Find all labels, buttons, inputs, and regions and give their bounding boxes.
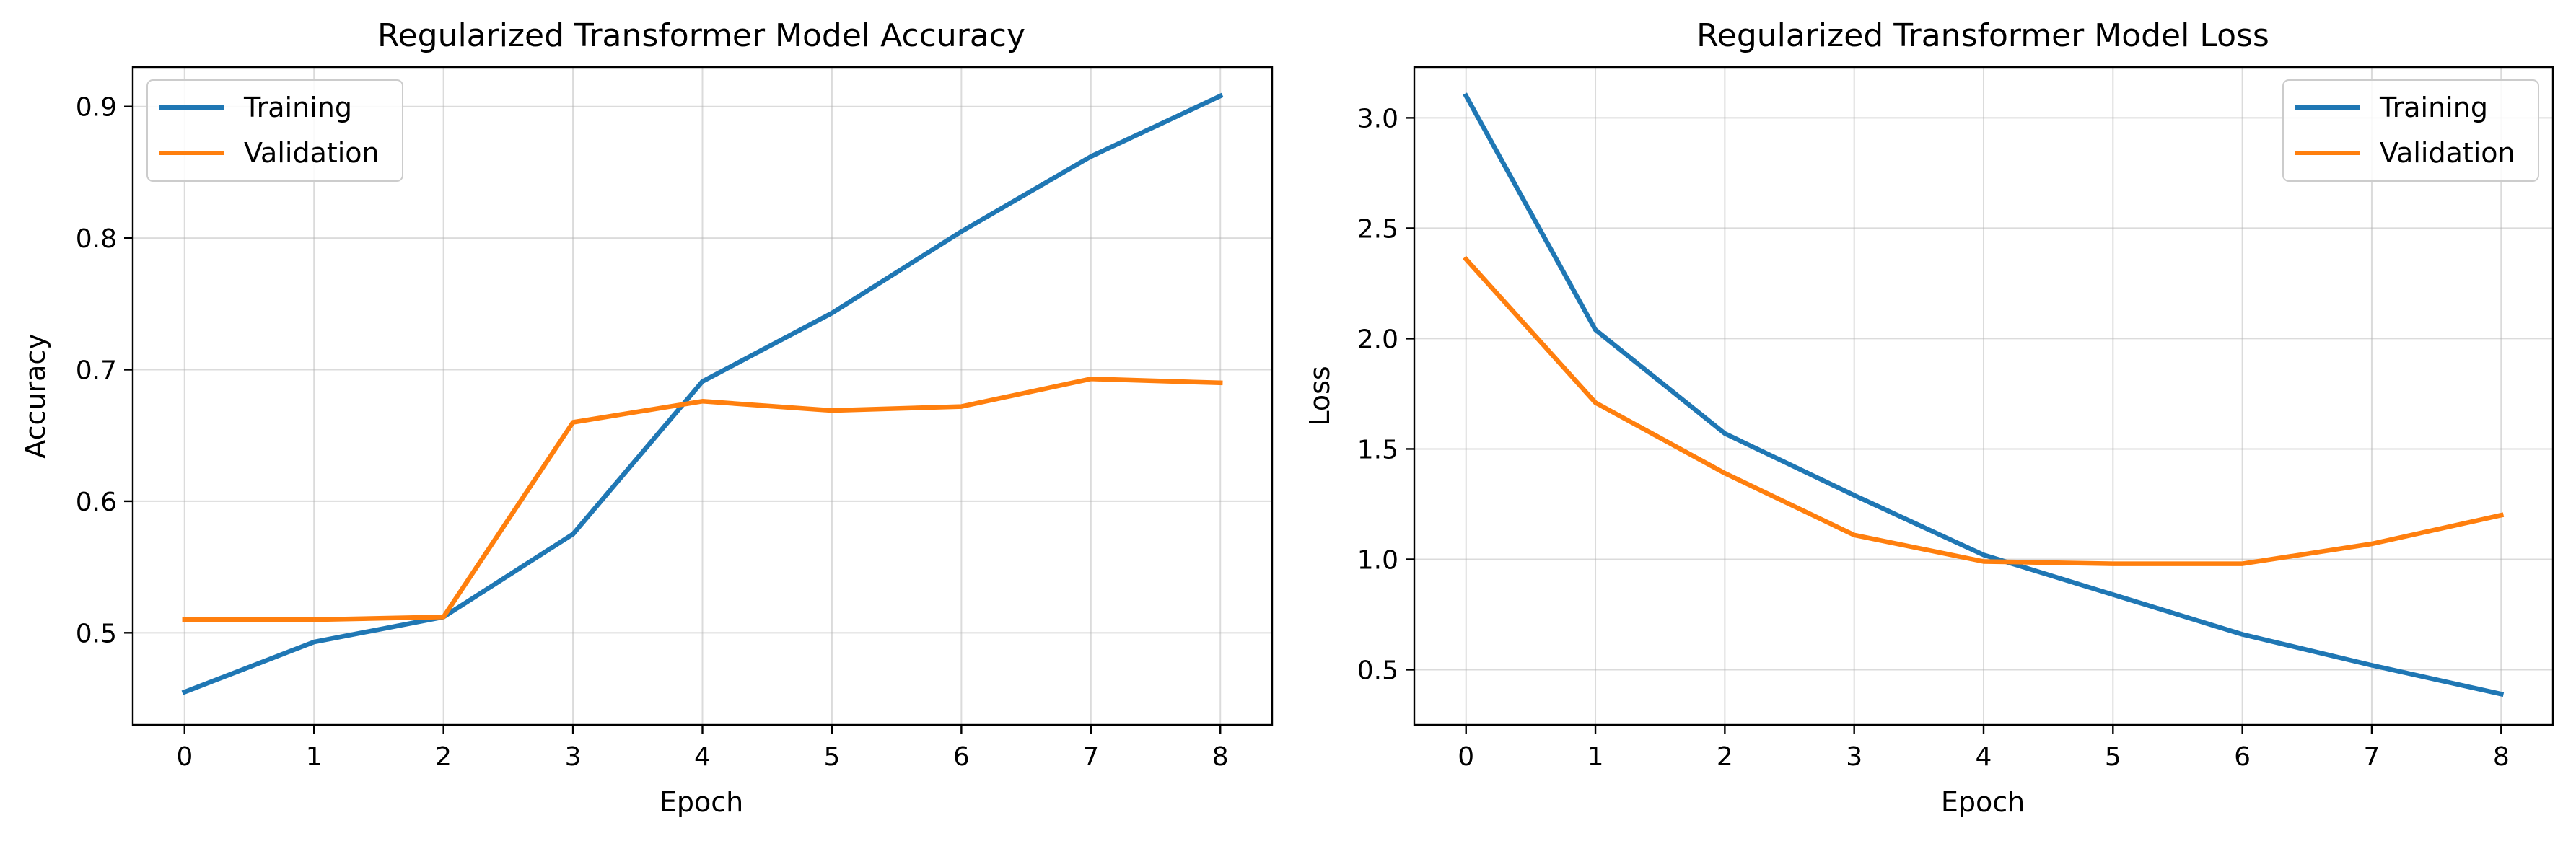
- loss-legend-training-label: Training: [2379, 92, 2488, 123]
- accuracy-panel: Regularized Transformer Model Accuracy 0…: [19, 17, 1274, 818]
- accuracy-x-tick-label: 6: [953, 742, 970, 772]
- loss-x-tick-label: 8: [2493, 742, 2510, 772]
- accuracy-x-tick-label: 3: [565, 742, 582, 772]
- accuracy-x-tick-label: 4: [694, 742, 711, 772]
- loss-x-tick-label: 3: [1846, 742, 1862, 772]
- loss-y-tick-label: 0.5: [1357, 656, 1398, 685]
- loss-x-tick-label: 0: [1458, 742, 1474, 772]
- accuracy-legend-validation-label: Validation: [244, 137, 380, 169]
- accuracy-x-tick-label: 8: [1212, 742, 1229, 772]
- loss-x-tick-label: 5: [2105, 742, 2121, 772]
- loss-chart-title: Regularized Transformer Model Loss: [1696, 17, 2269, 54]
- loss-y-ticks: 0.5 1.0 1.5 2.0 2.5 3.0: [1357, 104, 1414, 685]
- accuracy-y-tick-label: 0.7: [76, 356, 117, 386]
- loss-x-tick-label: 4: [1976, 742, 1992, 772]
- loss-y-tick-label: 2.5: [1357, 214, 1398, 244]
- accuracy-x-tick-label: 2: [435, 742, 452, 772]
- accuracy-x-tick-label: 0: [176, 742, 193, 772]
- accuracy-y-axis-label: Accuracy: [19, 333, 51, 459]
- loss-training-line: [1463, 92, 2505, 697]
- accuracy-legend-training-label: Training: [243, 92, 352, 123]
- loss-x-tick-label: 2: [1717, 742, 1733, 772]
- accuracy-x-axis-label: Epoch: [660, 786, 743, 818]
- loss-y-tick-label: 1.5: [1357, 435, 1398, 464]
- loss-y-tick-label: 2.0: [1357, 325, 1398, 354]
- accuracy-grid: [133, 67, 1272, 725]
- accuracy-series: [181, 92, 1224, 695]
- loss-x-tick-label: 1: [1587, 742, 1604, 772]
- loss-validation-line: [1463, 255, 2505, 566]
- accuracy-training-line: [181, 92, 1224, 695]
- accuracy-legend: Training Validation: [146, 79, 403, 182]
- accuracy-x-tick-label: 1: [306, 742, 323, 772]
- loss-y-tick-label: 3.0: [1357, 104, 1398, 133]
- loss-y-tick-label: 1.0: [1357, 545, 1398, 575]
- loss-x-ticks: 0 1 2 3 4 5 6 7 8: [1458, 725, 2510, 772]
- loss-legend-validation-label: Validation: [2380, 137, 2515, 169]
- loss-x-axis-label: Epoch: [1941, 786, 2025, 818]
- accuracy-y-tick-label: 0.6: [76, 488, 117, 517]
- loss-x-tick-label: 7: [2364, 742, 2380, 772]
- accuracy-chart-title: Regularized Transformer Model Accuracy: [377, 17, 1025, 54]
- accuracy-y-tick-label: 0.5: [76, 619, 117, 648]
- accuracy-validation-line: [182, 377, 1223, 622]
- accuracy-y-tick-label: 0.8: [76, 224, 117, 254]
- loss-y-axis-label: Loss: [1304, 366, 1336, 426]
- accuracy-x-ticks: 0 1 2 3 4 5 6 7 8: [176, 725, 1229, 772]
- accuracy-x-tick-label: 7: [1082, 742, 1099, 772]
- accuracy-y-ticks: 0.5 0.6 0.7 0.8 0.9: [76, 93, 133, 648]
- accuracy-x-tick-label: 5: [823, 742, 840, 772]
- loss-panel: Regularized Transformer Model Loss 0 1 2 3 4…: [1304, 17, 2554, 818]
- loss-x-tick-label: 6: [2234, 742, 2251, 772]
- loss-legend: Training Validation: [2282, 79, 2539, 182]
- loss-series: [1463, 92, 2505, 697]
- accuracy-y-tick-label: 0.9: [76, 93, 117, 123]
